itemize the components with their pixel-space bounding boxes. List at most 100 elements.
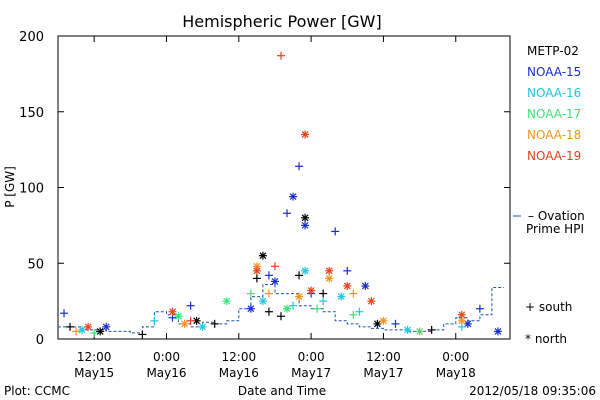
ovation-legend-line2: Prime HPI <box>526 222 584 236</box>
x-tick-label-date: May15 <box>74 366 114 380</box>
noaa-16-north-marker <box>301 266 310 275</box>
legend-entry: NOAA-18 <box>527 128 581 142</box>
metp-02-south-marker <box>295 271 304 280</box>
noaa-17-south-marker <box>246 289 255 298</box>
noaa-16-north-marker <box>258 297 267 306</box>
x-tick-label-time: 12:00 <box>366 350 401 364</box>
marker-stroke <box>301 267 309 275</box>
metp-02-north-marker <box>96 327 105 336</box>
noaa-15-north-marker <box>301 221 310 230</box>
marker-key-south: + south <box>525 300 572 314</box>
marker-stroke <box>259 252 267 260</box>
x-tick-label-date: May18 <box>436 366 476 380</box>
noaa-19-north-marker <box>343 281 352 290</box>
y-tick-label: 150 <box>19 106 44 121</box>
plot-credit: Plot: CCMC <box>4 384 70 398</box>
marker-stroke <box>259 297 267 305</box>
metp-02-north-marker <box>301 213 310 222</box>
y-axis: 0 50 100 150 200 <box>19 30 510 348</box>
noaa-19-north-marker <box>325 266 334 275</box>
marker-stroke <box>102 323 110 331</box>
marker-stroke <box>494 328 502 335</box>
noaa-18-north-marker <box>180 319 189 328</box>
noaa-16-south-marker <box>355 307 364 316</box>
noaa-19-north-marker <box>367 297 376 306</box>
marker-stroke <box>289 193 297 201</box>
noaa-15-south-marker <box>283 209 292 218</box>
x-tick-label-date: May16 <box>146 366 186 380</box>
legend-entry: NOAA-17 <box>527 107 581 121</box>
noaa-19-south-marker <box>186 316 195 325</box>
noaa-17-south-marker <box>313 304 322 313</box>
noaa-17-south-marker <box>90 328 99 337</box>
x-tick-label-time: 0:00 <box>153 350 180 364</box>
legend-entry: NOAA-15 <box>527 65 581 79</box>
noaa-16-north-marker <box>198 322 207 331</box>
noaa-15-north-marker <box>463 319 472 328</box>
noaa-18-south-marker <box>264 289 273 298</box>
ovation-hpi-line <box>58 284 504 334</box>
noaa-15-north-marker <box>361 281 370 290</box>
noaa-15-north-marker <box>246 304 255 313</box>
x-tick-label-date: May16 <box>219 366 259 380</box>
marker-stroke <box>193 317 201 325</box>
y-tick-label: 50 <box>27 257 44 272</box>
marker-stroke <box>361 282 369 290</box>
noaa-18-north-marker <box>379 316 388 325</box>
marker-stroke <box>416 328 424 335</box>
x-tick-label-time: 12:00 <box>77 350 112 364</box>
noaa-19-north-marker <box>252 266 261 275</box>
marker-stroke <box>175 312 182 320</box>
noaa-15-south-marker <box>295 162 304 171</box>
noaa-19-north-marker <box>168 307 177 316</box>
noaa-15-north-marker <box>270 277 279 286</box>
x-tick-label-time: 0:00 <box>298 350 325 364</box>
marker-stroke <box>380 317 387 325</box>
marker-stroke <box>169 308 176 316</box>
noaa-17-north-marker <box>283 304 292 313</box>
metp-02-south-marker <box>252 274 261 283</box>
noaa-17-north-marker <box>415 327 424 336</box>
legend-entry: NOAA-16 <box>527 86 581 100</box>
y-tick-label: 200 <box>19 30 44 45</box>
marker-stroke <box>247 305 255 313</box>
noaa-17-north-marker <box>222 297 231 306</box>
noaa-15-south-marker <box>264 271 273 280</box>
marker-stroke <box>78 326 86 334</box>
noaa-15-north-marker <box>493 327 502 336</box>
y-axis-label: P [GW] <box>3 166 17 208</box>
marker-stroke <box>223 297 231 305</box>
noaa-15-north-marker <box>102 322 111 331</box>
ovation-legend-line1: – Ovation <box>528 209 585 223</box>
legend-entry: METP-02 <box>527 44 579 58</box>
noaa-15-south-marker <box>186 301 195 310</box>
noaa-18-south-marker <box>349 289 358 298</box>
noaa-15-south-marker <box>343 266 352 275</box>
metp-02-south-marker <box>138 330 147 339</box>
x-tick-label-date: May17 <box>363 366 403 380</box>
marker-stroke <box>307 287 315 294</box>
noaa-16-south-marker <box>319 297 328 306</box>
legend-entry: NOAA-19 <box>527 149 581 163</box>
marker-stroke <box>458 311 466 319</box>
noaa-16-south-marker <box>150 316 159 325</box>
metp-02-south-marker <box>319 289 328 298</box>
noaa-15-south-marker <box>331 227 340 236</box>
marker-stroke <box>199 323 207 331</box>
marker-stroke <box>253 267 261 275</box>
noaa-19-north-marker <box>457 310 466 319</box>
noaa-17-north-marker <box>174 312 183 321</box>
noaa-19-north-marker <box>84 322 93 331</box>
noaa-16-south-marker <box>289 301 298 310</box>
metp-02-south-marker <box>276 312 285 321</box>
plot-timestamp: 2012/05/18 09:35:06 <box>469 384 596 398</box>
metp-02-south-marker <box>264 307 273 316</box>
marker-key-north: * north <box>525 332 567 346</box>
noaa-15-north-marker <box>289 192 298 201</box>
marker-stroke <box>325 267 333 275</box>
noaa-15-south-marker <box>391 319 400 328</box>
marker-stroke <box>325 274 333 282</box>
ovation-prime-hpi-series <box>58 215 521 334</box>
marker-stroke <box>301 214 309 222</box>
